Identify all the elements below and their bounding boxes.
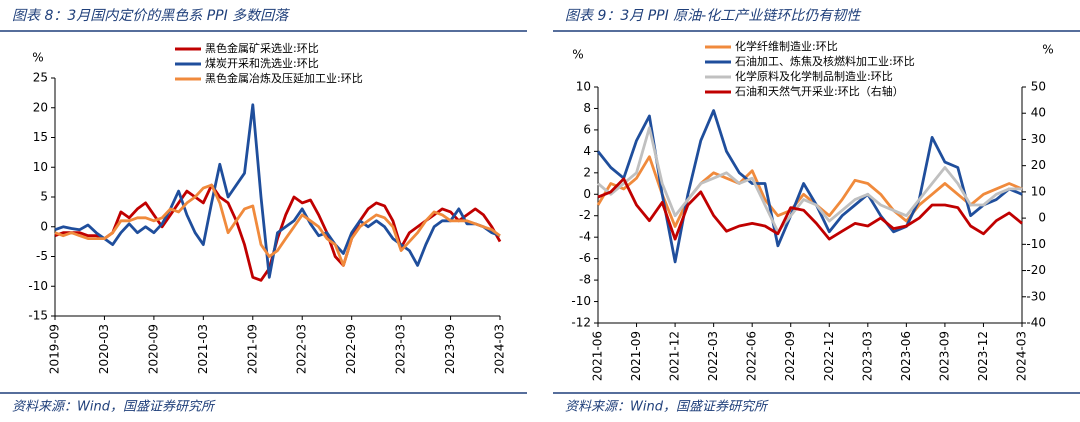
x-tick-label: 2021-03: [196, 324, 210, 374]
source-note: 资料来源：Wind，国盛证券研究所: [12, 399, 216, 415]
y-tick-label: 8: [583, 101, 591, 115]
x-tick-label: 2022-03: [295, 324, 309, 374]
legend-label: 石油加工、炼焦及核燃料加工业:环比: [735, 54, 915, 68]
legend-label: 化学纤维制造业:环比: [735, 39, 838, 53]
y2-tick-label: 0: [1038, 211, 1046, 225]
x-tick-label: 2019-09: [48, 324, 62, 374]
x-tick-label: 2021-09: [629, 331, 643, 381]
series-line: [54, 103, 501, 279]
x-tick-label: 2024-03: [1015, 331, 1029, 381]
y2-tick-label: -40: [1026, 316, 1046, 330]
x-tick-label: 2023-12: [976, 331, 990, 381]
y-tick-label: -8: [579, 273, 591, 287]
series-line: [54, 183, 501, 267]
series-line: [596, 109, 1023, 264]
x-tick-label: 2020-09: [146, 324, 160, 374]
y-tick-label: -5: [36, 249, 48, 263]
x-tick-label: 2022-06: [745, 331, 759, 381]
y-tick-label: 0: [40, 219, 48, 233]
y-tick-label: -12: [571, 316, 591, 330]
x-tick-label: 2023-09: [443, 324, 457, 374]
y-tick-label: -2: [579, 208, 591, 222]
y2-tick-label: 20: [1031, 158, 1046, 172]
x-tick-label: 2024-03: [493, 324, 507, 374]
y2-tick-label: 50: [1031, 80, 1046, 94]
y-tick-label: -15: [28, 309, 48, 323]
y-tick-label: 5: [40, 190, 48, 204]
x-tick-label: 2023-06: [899, 331, 913, 381]
y-tick-label: 10: [576, 80, 591, 94]
y-tick-label: -10: [571, 294, 591, 308]
y2-tick-label: 10: [1031, 184, 1046, 198]
series-line: [596, 155, 1023, 228]
y2-tick-label: 40: [1031, 106, 1046, 120]
y2-tick-label: -30: [1026, 289, 1046, 303]
y-tick-label: 15: [33, 130, 48, 144]
legend-label: 黑色金属冶炼及压延加工业:环比: [205, 71, 363, 85]
y2-axis-label: %: [1042, 43, 1053, 57]
y2-tick-label: -10: [1026, 237, 1046, 251]
y-tick-label: 20: [33, 100, 48, 114]
x-tick-label: 2021-09: [245, 324, 259, 374]
y-tick-label: 0: [583, 187, 591, 201]
x-tick-label: 2023-03: [394, 324, 408, 374]
y-tick-label: 2: [583, 165, 591, 179]
x-tick-label: 2022-03: [706, 331, 720, 381]
x-tick-label: 2023-09: [937, 331, 951, 381]
y2-tick-label: 30: [1031, 132, 1046, 146]
source-note: 资料来源：Wind，国盛证券研究所: [565, 399, 769, 415]
x-tick-label: 2022-09: [783, 331, 797, 381]
y-tick-label: -4: [579, 230, 591, 244]
x-tick-label: 2022-12: [822, 331, 836, 381]
x-tick-label: 2023-03: [860, 331, 874, 381]
chart-title: 图表 8：3月国内定价的黑色系 PPI 多数回落: [12, 8, 290, 24]
y-tick-label: 4: [583, 144, 591, 158]
series-line: [597, 177, 1023, 241]
legend-label: 煤炭开采和洗选业:环比: [205, 57, 319, 70]
x-tick-label: 2021-12: [668, 331, 682, 381]
y-tick-label: -10: [28, 279, 48, 293]
y2-tick-label: -20: [1026, 263, 1046, 277]
y-tick-label: 6: [583, 122, 591, 136]
legend-label: 化学原料及化学制品制造业:环比: [735, 69, 893, 83]
chart-title: 图表 9：3月 PPI 原油-化工产业链环比仍有韧性: [565, 8, 862, 24]
x-tick-label: 2021-06: [591, 331, 605, 381]
legend-label: 黑色金属矿采选业:环比: [205, 41, 319, 55]
x-tick-label: 2020-03: [97, 324, 111, 374]
series-line: [597, 126, 1022, 234]
y-axis-label: %: [32, 51, 43, 65]
y-axis-label: %: [572, 48, 583, 62]
x-tick-label: 2022-09: [344, 324, 358, 374]
y-tick-label: -6: [579, 251, 591, 265]
y-tick-label: 10: [33, 160, 48, 174]
y-tick-label: 25: [33, 71, 48, 85]
legend-label: 石油和天然气开采业:环比（右轴）: [735, 84, 904, 98]
